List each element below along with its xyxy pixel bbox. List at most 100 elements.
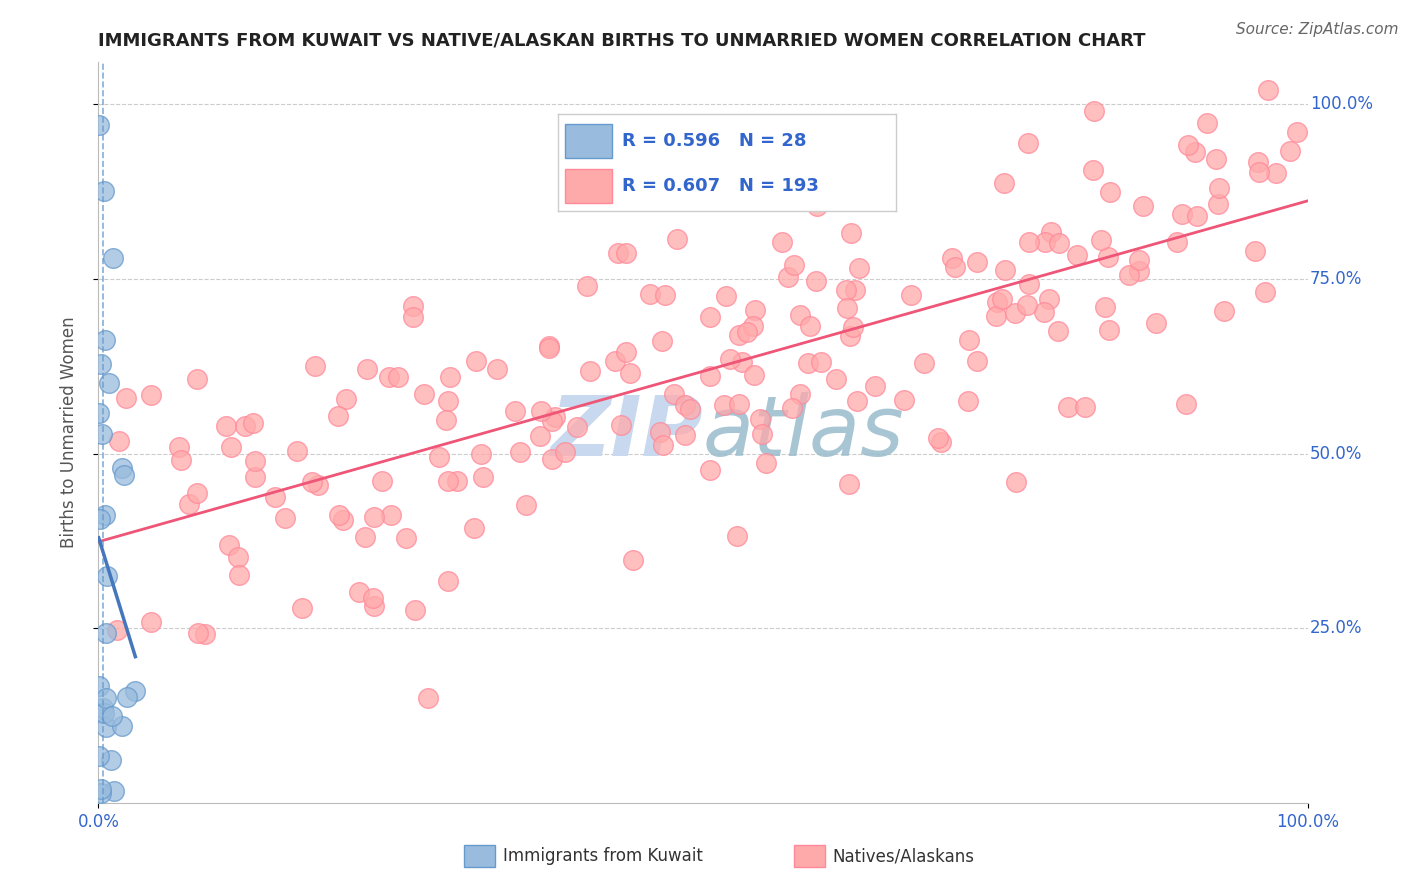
Point bbox=[291, 601, 314, 615]
Point bbox=[371, 474, 394, 488]
Point bbox=[699, 369, 721, 384]
Point bbox=[662, 387, 685, 401]
Point bbox=[1090, 234, 1112, 248]
Point bbox=[810, 355, 832, 369]
Point bbox=[529, 429, 551, 443]
Point bbox=[243, 469, 266, 483]
Point bbox=[1094, 300, 1116, 314]
Point bbox=[1046, 324, 1069, 338]
Point bbox=[401, 310, 423, 324]
Point bbox=[1017, 136, 1039, 150]
Point bbox=[1004, 306, 1026, 320]
Text: 50.0%: 50.0% bbox=[1310, 444, 1362, 463]
Point bbox=[652, 438, 675, 452]
Point bbox=[842, 320, 865, 334]
Text: 100.0%: 100.0% bbox=[1310, 95, 1374, 113]
Point bbox=[990, 293, 1012, 307]
Point bbox=[742, 368, 765, 383]
Point bbox=[186, 372, 208, 386]
Point bbox=[679, 402, 702, 417]
Point bbox=[654, 288, 676, 302]
Point bbox=[187, 625, 209, 640]
Point bbox=[1206, 197, 1229, 211]
Point bbox=[509, 445, 531, 459]
Point bbox=[537, 339, 560, 353]
Point bbox=[1243, 244, 1265, 259]
Point bbox=[666, 232, 689, 246]
Point bbox=[804, 274, 827, 288]
Point bbox=[219, 440, 242, 454]
Point bbox=[714, 289, 737, 303]
Point bbox=[741, 319, 763, 334]
Point bbox=[554, 445, 576, 459]
Point bbox=[848, 260, 870, 275]
Point bbox=[1081, 163, 1104, 178]
Point bbox=[619, 366, 641, 380]
Point bbox=[115, 391, 138, 405]
Point bbox=[94, 626, 117, 640]
Point bbox=[537, 342, 560, 356]
Point bbox=[727, 328, 749, 343]
Point bbox=[328, 409, 350, 423]
Point bbox=[837, 301, 859, 316]
Point bbox=[505, 403, 527, 417]
Text: Natives/Alaskans: Natives/Alaskans bbox=[832, 847, 974, 865]
Point bbox=[1247, 165, 1270, 179]
Point bbox=[543, 410, 565, 425]
Point bbox=[427, 450, 450, 464]
Point bbox=[782, 259, 804, 273]
Point bbox=[437, 574, 460, 589]
Point bbox=[307, 478, 329, 492]
Point bbox=[699, 310, 721, 324]
Point bbox=[797, 356, 820, 370]
Point bbox=[1038, 292, 1060, 306]
Point bbox=[100, 753, 122, 767]
Point bbox=[218, 538, 240, 552]
Point bbox=[986, 294, 1008, 309]
Point bbox=[576, 278, 599, 293]
Point bbox=[167, 440, 190, 454]
Point bbox=[725, 529, 748, 543]
Point bbox=[714, 152, 737, 166]
Point bbox=[463, 521, 485, 535]
Point bbox=[89, 512, 111, 526]
Point bbox=[789, 309, 811, 323]
Point bbox=[727, 397, 749, 411]
Point bbox=[1057, 400, 1080, 414]
Point bbox=[328, 508, 350, 523]
Point bbox=[579, 364, 602, 378]
Point bbox=[378, 370, 401, 384]
Point bbox=[863, 378, 886, 392]
Point bbox=[233, 419, 256, 434]
Point bbox=[778, 269, 800, 284]
Point bbox=[416, 691, 439, 706]
Point bbox=[90, 782, 112, 797]
Point bbox=[912, 355, 935, 369]
Point bbox=[87, 749, 110, 764]
Point bbox=[515, 498, 537, 512]
Point bbox=[486, 362, 509, 376]
Point bbox=[1004, 475, 1026, 489]
Point bbox=[332, 512, 354, 526]
Point bbox=[107, 434, 129, 448]
Point bbox=[437, 394, 460, 409]
Point bbox=[1184, 145, 1206, 159]
Point bbox=[900, 288, 922, 302]
Point bbox=[1097, 250, 1119, 264]
Point bbox=[789, 387, 811, 401]
Point bbox=[744, 302, 766, 317]
Point bbox=[91, 701, 114, 715]
Point bbox=[1285, 125, 1308, 139]
Point bbox=[186, 486, 208, 500]
Point bbox=[226, 549, 249, 564]
Point bbox=[1208, 181, 1230, 195]
Point bbox=[124, 683, 146, 698]
Point bbox=[713, 398, 735, 412]
Point bbox=[1166, 235, 1188, 250]
Point bbox=[1254, 285, 1277, 300]
Point bbox=[465, 354, 488, 368]
Point bbox=[640, 287, 662, 301]
Point bbox=[1118, 268, 1140, 282]
Point bbox=[718, 351, 741, 366]
Point bbox=[354, 530, 377, 544]
